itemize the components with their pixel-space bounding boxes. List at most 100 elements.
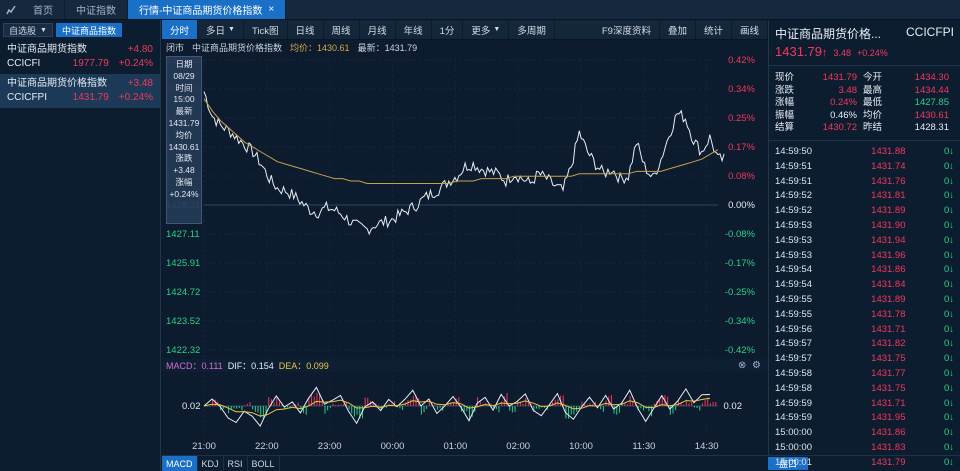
indicator-tab-macd[interactable]: MACD [162, 456, 198, 471]
tick-price: 1431.86 [871, 264, 906, 276]
stat-label: 涨跌 [775, 84, 795, 96]
tick-row: 14:59:51 1431.74 0↓ [775, 160, 954, 175]
y-tick-label-left: 1422.32 [166, 345, 200, 356]
tick-volume: 0↓ [943, 264, 954, 276]
period-more-button[interactable]: 更多 ▼ [463, 20, 510, 39]
macd-hist-bar [573, 406, 575, 415]
macd-hist-bar [503, 396, 505, 406]
stat-label: 振幅 [775, 109, 795, 121]
tab-quote-active[interactable]: 行情-中证商品期货价格指数 × [128, 0, 287, 19]
macd-hist-bar [426, 406, 428, 409]
macd-hist-bar [493, 406, 495, 408]
tick-time: 15:00:01 [775, 456, 812, 468]
subtab-csi-commodity[interactable]: 中证商品指数 [55, 23, 122, 37]
stat-value: 1430.61 [914, 109, 949, 121]
tick-price: 1431.75 [871, 353, 906, 365]
info-last-value: 1431.79 [168, 117, 200, 128]
overlay-button[interactable]: 叠加 [660, 20, 696, 39]
stat-cell: 最高 1434.44 [863, 85, 949, 98]
y-tick-label-right: -0.17% [725, 258, 756, 269]
close-indicator-icon[interactable]: ⊗ [738, 360, 747, 371]
macd-hist-bar [364, 397, 366, 406]
avg-price-label: 均价：1430.61 [290, 42, 350, 53]
chevron-down-icon: ▼ [40, 26, 47, 34]
stat-label: 今开 [863, 72, 883, 83]
period-year-button[interactable]: 年线 [396, 20, 432, 39]
period-week-button[interactable]: 周线 [324, 20, 360, 39]
macd-hist-bar [228, 406, 230, 414]
draw-line-button[interactable]: 画线 [732, 20, 768, 39]
info-last-label: 最新 [175, 106, 193, 117]
chart-area[interactable]: 闭市 中证商品期货价格指数 均价：1430.61 最新：1431.79 1434… [162, 40, 768, 455]
macd-hist-bar [428, 401, 430, 406]
stat-cell: 涨幅 0.24% [775, 97, 863, 110]
macd-hist-bar [295, 404, 297, 406]
order-book-button[interactable]: 盘口 [768, 457, 808, 470]
period-multi-button[interactable]: 多周期 [509, 20, 555, 39]
period-day-button[interactable]: 日线 [288, 20, 324, 39]
watchlist-item[interactable]: 中证商品期货指数 +4.80 CCICFI 1977.79 +0.24% [0, 40, 160, 74]
stat-value: 0.46% [830, 109, 857, 121]
macd-hist-bar [613, 406, 615, 414]
subtab-watchlist[interactable]: 自选股 ▼ [3, 23, 53, 37]
intraday-chart[interactable]: 1434.300.42%1433.110.34%1431.910.25%1430… [162, 40, 768, 455]
macd-hist-bar [688, 403, 690, 406]
macd-hist-bar [581, 401, 583, 406]
period-tick-button[interactable]: Tick图 [244, 20, 288, 39]
watchlist-item-pct: +0.24% [118, 58, 153, 69]
indicator-tab-kdj[interactable]: KDJ [198, 456, 224, 471]
stats-button[interactable]: 统计 [696, 20, 732, 39]
top-tab-bar: 首页 中证指数 行情-中证商品期货价格指数 × [0, 0, 960, 20]
macd-hist-bar [244, 405, 246, 406]
tick-list[interactable]: 14:59:50 1431.88 0↓ 14:59:51 1431.74 0↓ 14:59:… [769, 139, 960, 471]
tab-index-label: 中证指数 [76, 6, 116, 17]
tab-home-label: 首页 [33, 6, 53, 17]
period-multiday-button[interactable]: 多日 ▼ [198, 20, 244, 39]
period-1min-button[interactable]: 1分 [432, 20, 464, 39]
price-line [203, 91, 725, 236]
period-month-button[interactable]: 月线 [360, 20, 396, 39]
macd-hist-bar [260, 406, 262, 418]
macd-hist-bar [225, 406, 227, 408]
period-intraday-button[interactable]: 分时 [162, 20, 199, 39]
chevron-down-icon: ▼ [228, 26, 235, 33]
y-tick-label-right: 0.17% [728, 142, 755, 153]
macd-hist-bar [303, 406, 305, 413]
indicator-tab-rsi[interactable]: RSI [224, 456, 248, 471]
stat-cell: 均价 1430.61 [863, 110, 949, 123]
tick-row: 14:59:54 1431.84 0↓ [775, 278, 954, 293]
up-arrow-icon: ↑ [822, 47, 828, 59]
tick-time: 14:59:59 [775, 412, 812, 424]
tick-volume: 0↓ [943, 367, 954, 379]
tick-row: 14:59:57 1431.82 0↓ [775, 337, 954, 352]
quote-price-row: 1431.79 ↑ 3.48 +0.24% [769, 42, 960, 61]
x-tick-label: 11:30 [632, 441, 655, 452]
y-tick-label-right: 0.25% [728, 113, 755, 124]
tick-price: 1431.71 [871, 323, 906, 335]
stat-value: 1427.85 [914, 97, 949, 109]
tick-time: 14:59:58 [775, 367, 812, 379]
tick-price: 1431.74 [871, 160, 906, 172]
watchlist-item-selected[interactable]: 中证商品期货价格指数 +3.48 CCICFPI 1431.79 +0.24% [0, 74, 160, 108]
tick-price: 1431.82 [871, 338, 906, 350]
quote-name: 中证商品期货价格... [775, 27, 882, 41]
tick-row: 14:59:55 1431.89 0↓ [775, 293, 954, 308]
watchlist-item-change: +4.80 [127, 44, 153, 55]
macd-hist-bar [313, 396, 315, 406]
macd-hist-bar [584, 404, 586, 406]
tick-volume: 0↓ [943, 338, 954, 350]
macd-hist-bar [286, 406, 288, 408]
gear-icon[interactable]: ⚙ [752, 360, 761, 371]
macd-hist-bar [509, 406, 511, 411]
x-tick-label: 01:00 [443, 441, 467, 452]
macd-hist-bar [391, 403, 393, 406]
tick-row: 14:59:51 1431.76 0↓ [775, 175, 954, 190]
indicator-tab-boll[interactable]: BOLL [248, 456, 280, 471]
f9-profile-button[interactable]: F9深度资料 [594, 20, 660, 39]
macd-hist-bar [319, 394, 321, 406]
tab-index[interactable]: 中证指数 [65, 0, 128, 19]
close-icon[interactable]: × [268, 4, 275, 15]
tab-home[interactable]: 首页 [22, 0, 65, 19]
stat-cell: 结算 1430.72 [775, 122, 863, 135]
tick-time: 14:59:53 [775, 249, 812, 261]
